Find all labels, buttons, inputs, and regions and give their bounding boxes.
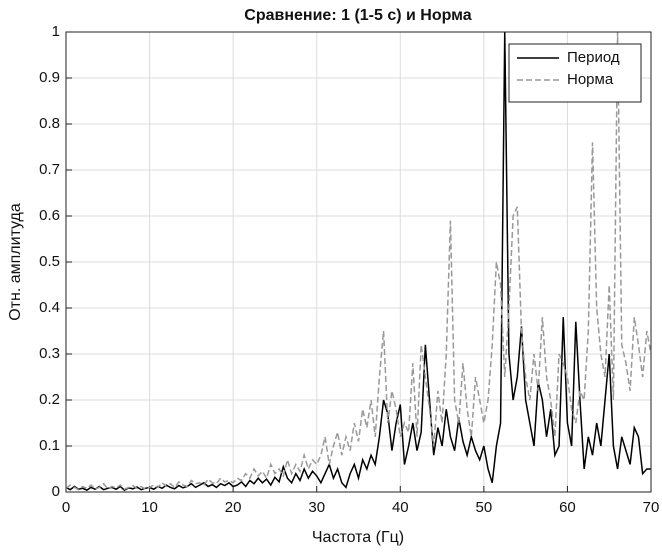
y-tick-label: 0 [52, 483, 60, 500]
x-tick-label: 20 [225, 499, 242, 516]
plot-frame [65, 31, 652, 493]
legend-label: Период [567, 49, 620, 66]
y-tick-label: 0.7 [39, 161, 60, 178]
x-tick-label: 50 [476, 499, 493, 516]
x-tick-label: 40 [392, 499, 409, 516]
x-tick-label: 60 [559, 499, 576, 516]
x-tick-label: 0 [62, 499, 70, 516]
legend-box [508, 43, 642, 103]
x-tick-label: 70 [643, 499, 660, 516]
y-tick-label: 0.3 [39, 345, 60, 362]
series-line [65, 31, 652, 491]
y-tick-label: 0.5 [39, 253, 60, 270]
y-tick-label: 1 [52, 23, 60, 40]
x-tick-label: 10 [141, 499, 158, 516]
series-line [65, 31, 651, 492]
y-axis-label: Отн. амплитуда [7, 203, 24, 321]
y-tick-label: 0.8 [39, 115, 60, 132]
y-tick-label: 0.4 [39, 299, 60, 316]
legend-label: Норма [567, 71, 614, 88]
x-tick-label: 30 [308, 499, 325, 516]
x-axis-label: Частота (Гц) [312, 529, 404, 546]
y-tick-label: 0.9 [39, 69, 60, 86]
chart-title: Сравнение: 1 (1-5 с) и Норма [244, 7, 472, 24]
y-tick-label: 0.2 [39, 391, 60, 408]
y-tick-label: 0.6 [39, 207, 60, 224]
y-tick-label: 0.1 [39, 437, 60, 454]
